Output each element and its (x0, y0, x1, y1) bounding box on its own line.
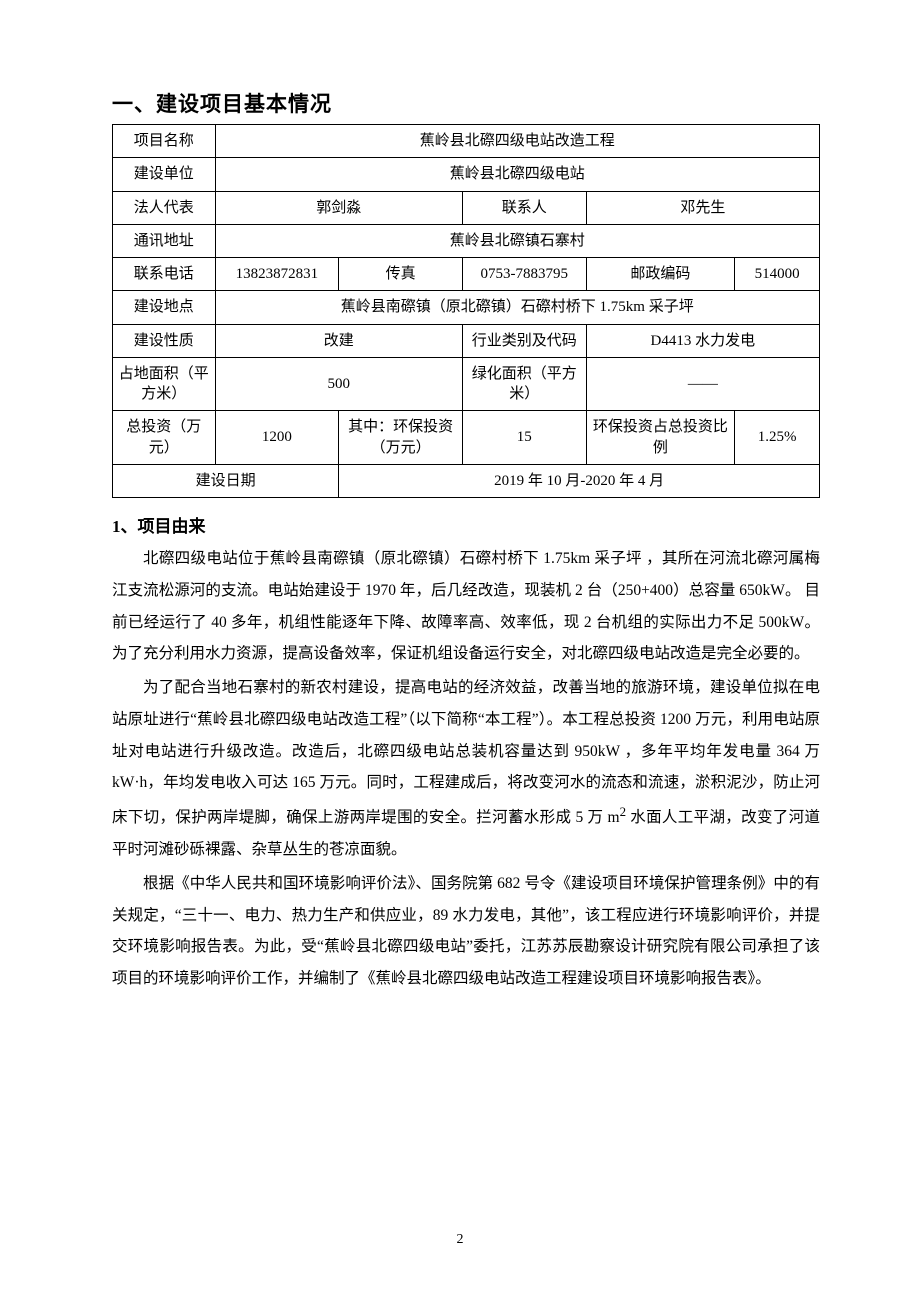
paragraph-text: 为了配合当地石寨村的新农村建设，提高电站的经济效益，改善当地的旅游环境，建设单位… (112, 679, 820, 826)
cell-label: 绿化面积（平方米） (462, 357, 586, 411)
cell-label: 项目名称 (113, 125, 216, 158)
cell-value: 蕉岭县南磜镇（原北磜镇）石磜村桥下 1.75km 采子坪 (215, 291, 820, 324)
cell-label: 行业类别及代码 (462, 324, 586, 357)
paragraph: 为了配合当地石寨村的新农村建设，提高电站的经济效益，改善当地的旅游环境，建设单位… (112, 672, 820, 866)
table-row: 建设日期 2019 年 10 月-2020 年 4 月 (113, 464, 820, 497)
cell-value: —— (586, 357, 819, 411)
table-row: 联系电话 13823872831 传真 0753-7883795 邮政编码 51… (113, 258, 820, 291)
cell-label: 环保投资占总投资比例 (586, 411, 734, 465)
cell-value: 15 (462, 411, 586, 465)
table-row: 建设地点 蕉岭县南磜镇（原北磜镇）石磜村桥下 1.75km 采子坪 (113, 291, 820, 324)
cell-value: 蕉岭县北磜四级电站改造工程 (215, 125, 820, 158)
cell-label: 总投资（万元） (113, 411, 216, 465)
cell-value: 蕉岭县北磜四级电站 (215, 158, 820, 191)
table-row: 项目名称 蕉岭县北磜四级电站改造工程 (113, 125, 820, 158)
cell-value: 500 (215, 357, 462, 411)
paragraph: 北磜四级电站位于蕉岭县南磜镇（原北磜镇）石磜村桥下 1.75km 采子坪 ，其所… (112, 543, 820, 670)
table-row: 法人代表 郭剑淼 联系人 邓先生 (113, 191, 820, 224)
cell-value: 改建 (215, 324, 462, 357)
cell-value: D4413 水力发电 (586, 324, 819, 357)
cell-value: 郭剑淼 (215, 191, 462, 224)
cell-value: 1.25% (735, 411, 820, 465)
cell-label: 通讯地址 (113, 224, 216, 257)
paragraph: 根据《中华人民共和国环境影响评价法》、国务院第 682 号令《建设项目环境保护管… (112, 868, 820, 995)
cell-value: 蕉岭县北磜镇石寨村 (215, 224, 820, 257)
table-row: 通讯地址 蕉岭县北磜镇石寨村 (113, 224, 820, 257)
project-info-table: 项目名称 蕉岭县北磜四级电站改造工程 建设单位 蕉岭县北磜四级电站 法人代表 郭… (112, 124, 820, 498)
cell-label: 法人代表 (113, 191, 216, 224)
cell-value: 13823872831 (215, 258, 339, 291)
cell-label: 建设单位 (113, 158, 216, 191)
body-text: 北磜四级电站位于蕉岭县南磜镇（原北磜镇）石磜村桥下 1.75km 采子坪 ，其所… (112, 543, 820, 995)
cell-value: 514000 (735, 258, 820, 291)
cell-label: 建设性质 (113, 324, 216, 357)
cell-label: 建设地点 (113, 291, 216, 324)
section-heading: 一、建设项目基本情况 (112, 88, 820, 118)
cell-label: 其中：环保投资（万元） (339, 411, 463, 465)
table-row: 占地面积（平方米） 500 绿化面积（平方米） —— (113, 357, 820, 411)
page-number: 2 (0, 1232, 920, 1248)
cell-label: 传真 (339, 258, 463, 291)
cell-label: 联系人 (462, 191, 586, 224)
table-row: 建设性质 改建 行业类别及代码 D4413 水力发电 (113, 324, 820, 357)
cell-value: 邓先生 (586, 191, 819, 224)
cell-label: 邮政编码 (586, 258, 734, 291)
document-page: 一、建设项目基本情况 项目名称 蕉岭县北磜四级电站改造工程 建设单位 蕉岭县北磜… (0, 0, 920, 1302)
sub-heading: 1、项目由来 (112, 512, 820, 537)
cell-label: 联系电话 (113, 258, 216, 291)
table-row: 建设单位 蕉岭县北磜四级电站 (113, 158, 820, 191)
cell-label: 占地面积（平方米） (113, 357, 216, 411)
table-row: 总投资（万元） 1200 其中：环保投资（万元） 15 环保投资占总投资比例 1… (113, 411, 820, 465)
cell-value: 1200 (215, 411, 339, 465)
cell-value: 0753-7883795 (462, 258, 586, 291)
cell-value: 2019 年 10 月-2020 年 4 月 (339, 464, 820, 497)
cell-label: 建设日期 (113, 464, 339, 497)
